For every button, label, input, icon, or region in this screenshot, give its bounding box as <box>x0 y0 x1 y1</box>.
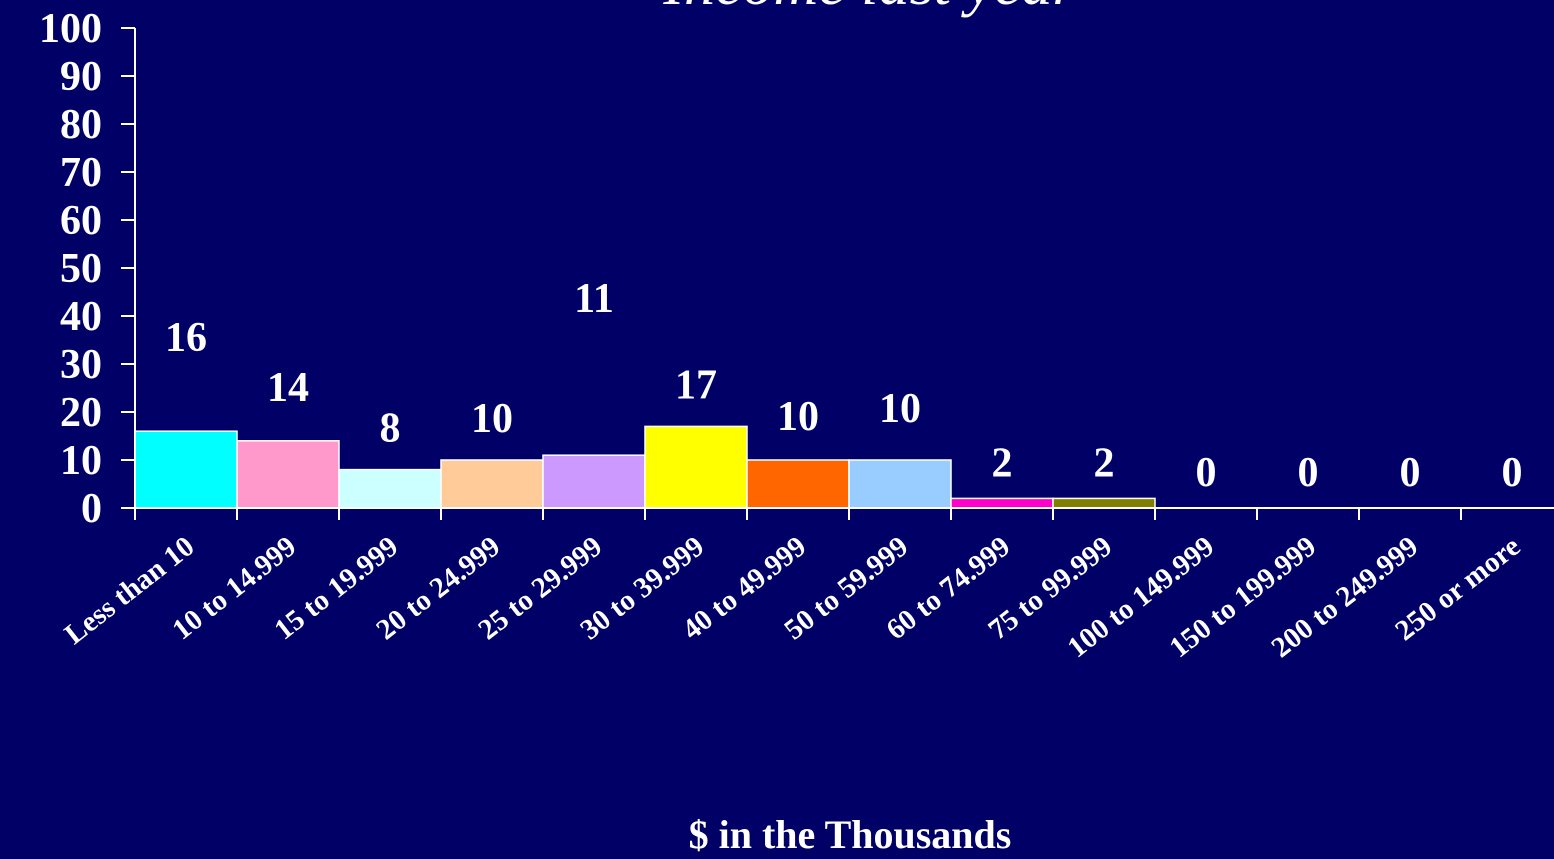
data-label-4: 11 <box>574 276 614 322</box>
bar-2 <box>338 468 442 509</box>
y-tick-label-3: 30 <box>60 342 102 388</box>
y-tick-label-10: 100 <box>39 6 102 52</box>
bar-8 <box>950 497 1054 509</box>
data-label-9: 2 <box>1094 440 1115 486</box>
data-label-2: 8 <box>380 406 401 452</box>
y-tick-label-0: 0 <box>81 486 102 532</box>
data-label-8: 2 <box>992 440 1013 486</box>
y-tick-label-6: 60 <box>60 198 102 244</box>
y-tick-label-9: 90 <box>60 54 102 100</box>
data-label-11: 0 <box>1298 450 1319 496</box>
bar-7 <box>848 459 952 509</box>
chart-title: Income last year <box>662 0 1077 18</box>
y-tick-label-2: 20 <box>60 390 102 436</box>
data-label-13: 0 <box>1502 450 1523 496</box>
bar-0 <box>134 430 238 509</box>
data-label-5: 17 <box>675 362 717 408</box>
bar-9 <box>1052 497 1156 509</box>
y-tick-label-5: 50 <box>60 246 102 292</box>
y-tick-label-4: 40 <box>60 294 102 340</box>
data-label-10: 0 <box>1196 450 1217 496</box>
bar-3 <box>440 459 544 509</box>
data-label-1: 14 <box>267 365 309 411</box>
y-tick-label-8: 80 <box>60 102 102 148</box>
data-label-7: 10 <box>879 386 921 432</box>
data-label-0: 16 <box>165 315 207 361</box>
data-label-3: 10 <box>471 396 513 442</box>
bar-6 <box>746 459 850 509</box>
bar-4 <box>542 454 646 509</box>
bar-1 <box>236 440 340 509</box>
y-tick-label-7: 70 <box>60 150 102 196</box>
x-axis-label: $ in the Thousands <box>689 812 1012 857</box>
data-label-6: 10 <box>777 394 819 440</box>
bar-5 <box>644 425 748 509</box>
y-tick-label-1: 10 <box>60 438 102 484</box>
data-label-12: 0 <box>1400 450 1421 496</box>
